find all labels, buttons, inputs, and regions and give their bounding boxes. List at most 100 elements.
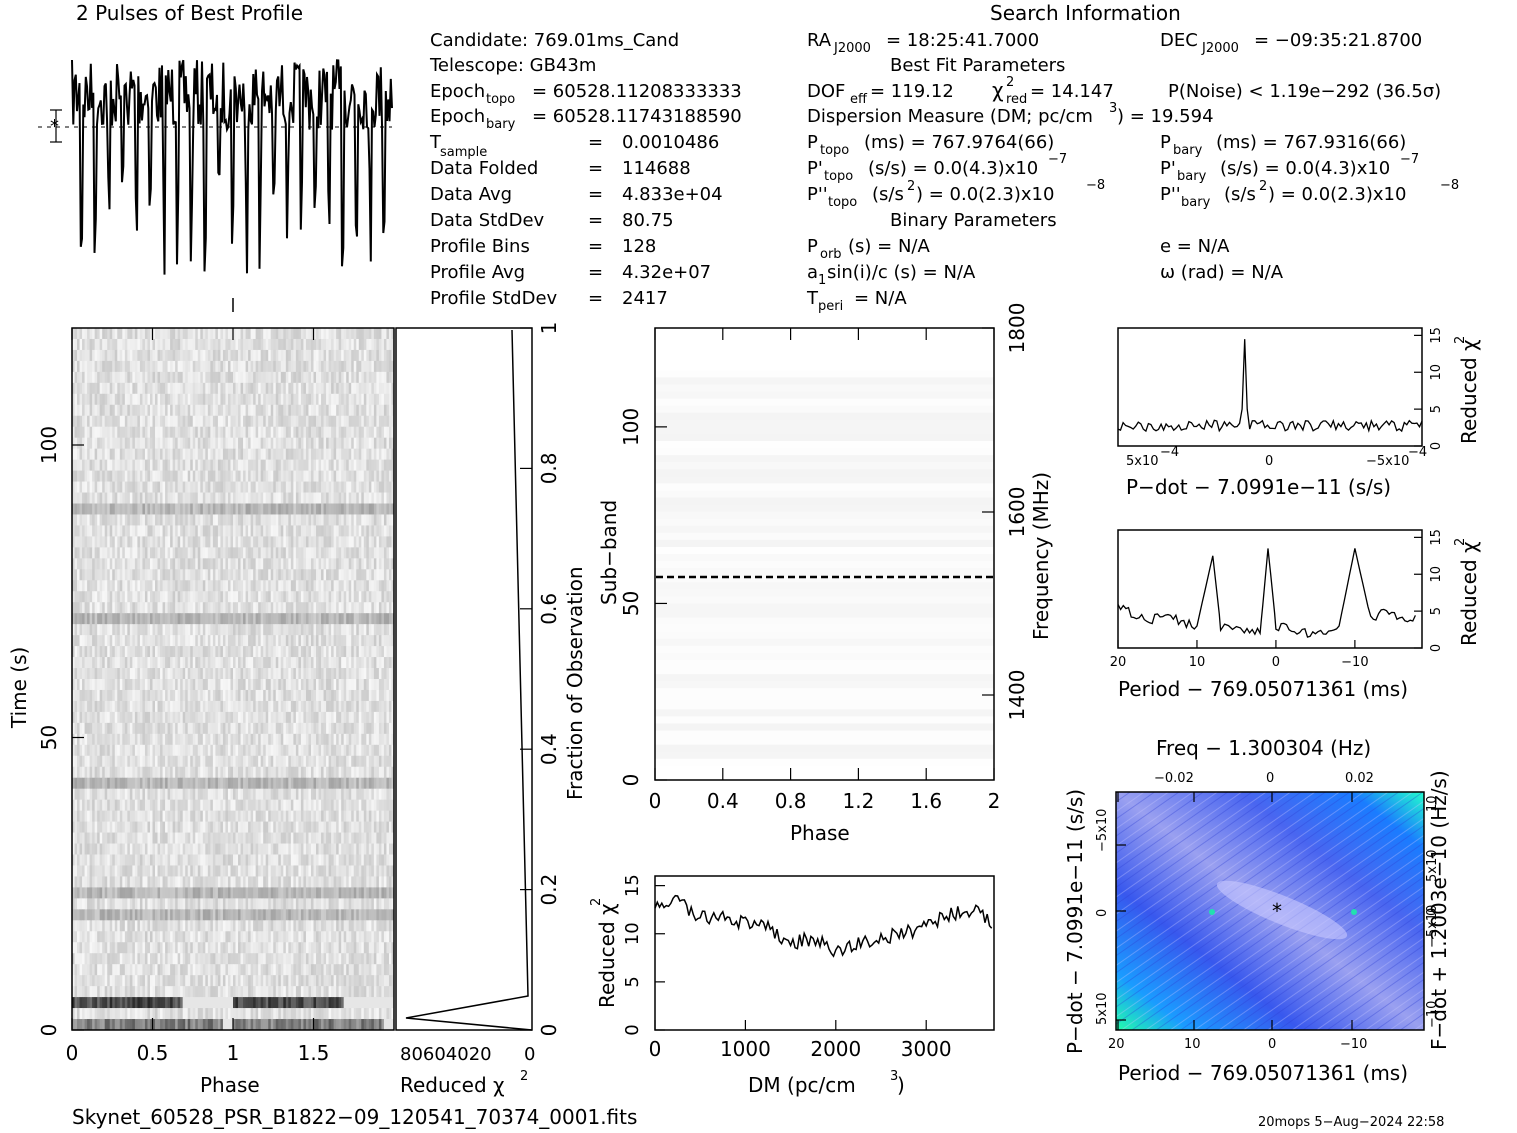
tp-cell bbox=[238, 591, 241, 603]
tp-cell bbox=[303, 722, 307, 735]
tp-cell bbox=[122, 404, 126, 417]
tp-cell bbox=[383, 481, 387, 493]
tp-cell bbox=[328, 393, 332, 406]
tp-cell bbox=[270, 470, 274, 482]
tp-cell bbox=[230, 448, 234, 461]
tp-cell bbox=[373, 415, 377, 428]
tp-cell bbox=[205, 448, 209, 461]
tp-cell bbox=[99, 437, 103, 450]
tp-cell bbox=[142, 360, 146, 373]
binary-title: Binary Parameters bbox=[890, 210, 1057, 231]
tp-cell bbox=[326, 328, 329, 340]
tp-cell bbox=[114, 580, 118, 592]
tp-cell bbox=[72, 569, 75, 581]
tp-cell bbox=[233, 657, 236, 669]
tp-cell bbox=[230, 437, 234, 450]
tp-cell bbox=[273, 635, 277, 647]
tp-cell bbox=[155, 481, 158, 493]
tp-cell bbox=[243, 404, 246, 417]
tp-cell bbox=[102, 733, 106, 746]
tp-cell bbox=[160, 470, 163, 482]
tp-cell bbox=[381, 514, 385, 526]
tp-cell bbox=[160, 646, 163, 658]
tp-cell bbox=[230, 360, 234, 373]
tp-cell bbox=[222, 328, 226, 340]
tp-cell bbox=[114, 733, 118, 746]
tp-cell bbox=[381, 492, 385, 504]
tp-cell bbox=[205, 360, 209, 373]
tp-cell bbox=[165, 503, 168, 515]
tp-cell bbox=[368, 733, 372, 746]
tp-cell bbox=[323, 404, 327, 417]
tp-cell bbox=[283, 744, 287, 757]
tp-cell bbox=[273, 591, 277, 603]
tp-cell bbox=[381, 448, 385, 461]
tp-cell bbox=[290, 328, 294, 340]
tp-cell bbox=[134, 349, 138, 362]
tp-cell bbox=[268, 646, 272, 658]
tp-cell bbox=[84, 536, 88, 548]
tp-cell bbox=[248, 711, 252, 724]
tp-cell bbox=[323, 602, 327, 614]
tp-cell bbox=[149, 426, 153, 439]
tp-cell bbox=[185, 711, 189, 724]
tp-cell bbox=[180, 470, 184, 482]
tp-cell bbox=[341, 415, 345, 428]
tp-cell bbox=[132, 514, 136, 526]
tp-cell bbox=[388, 700, 392, 713]
tp-cell bbox=[134, 415, 138, 428]
tp-cell bbox=[313, 700, 317, 713]
tp-cell bbox=[386, 558, 390, 570]
tp-cell bbox=[225, 668, 229, 680]
tp-cell bbox=[338, 635, 342, 647]
tp-cell bbox=[170, 360, 174, 373]
tp-cell bbox=[217, 470, 221, 482]
tp-cell bbox=[94, 470, 98, 482]
tp-cell bbox=[273, 338, 277, 351]
tp-cell bbox=[376, 646, 380, 658]
tp-cell bbox=[308, 602, 312, 614]
tp-cell bbox=[338, 415, 342, 428]
tp-cell bbox=[303, 382, 307, 395]
tp-cell bbox=[338, 613, 342, 625]
tp-cell bbox=[310, 580, 314, 592]
tp-cell bbox=[338, 668, 342, 680]
tp-cell bbox=[363, 635, 367, 647]
tp-cell bbox=[79, 503, 83, 515]
tp-cell bbox=[117, 700, 121, 713]
tp-cell bbox=[77, 657, 80, 669]
tp-cell bbox=[313, 338, 317, 351]
tp-cell bbox=[117, 733, 121, 746]
tp-cell bbox=[263, 536, 267, 548]
tp-cell bbox=[328, 558, 332, 570]
tp-cell bbox=[187, 602, 191, 614]
tp-cell bbox=[207, 744, 211, 757]
tp-cell bbox=[346, 635, 350, 647]
tp-cell bbox=[129, 635, 133, 647]
tp-cell bbox=[341, 679, 345, 691]
tp-cell bbox=[280, 492, 284, 504]
tp-cell bbox=[109, 569, 113, 581]
tp-cell bbox=[109, 679, 113, 691]
tp-cell bbox=[391, 349, 395, 362]
tp-cell bbox=[142, 733, 146, 746]
tp-cell bbox=[381, 722, 385, 735]
tp-cell bbox=[243, 700, 246, 713]
tp-cell bbox=[288, 481, 292, 493]
tp-cell bbox=[82, 415, 85, 428]
tp-cell bbox=[97, 602, 101, 614]
tp-cell bbox=[89, 569, 93, 581]
tp-cell bbox=[305, 733, 309, 746]
tp-cell bbox=[197, 536, 201, 548]
tp-cell bbox=[74, 646, 78, 658]
tp-cell bbox=[99, 426, 103, 439]
tp-cell bbox=[240, 536, 244, 548]
tp-cell bbox=[295, 689, 299, 702]
tp-cell bbox=[366, 481, 370, 493]
tp-cell bbox=[363, 569, 367, 581]
tp-cell bbox=[376, 371, 380, 384]
tp-cell bbox=[122, 382, 126, 395]
tp-cell bbox=[152, 470, 156, 482]
tp-cell bbox=[253, 492, 257, 504]
tp-cell bbox=[263, 733, 267, 746]
